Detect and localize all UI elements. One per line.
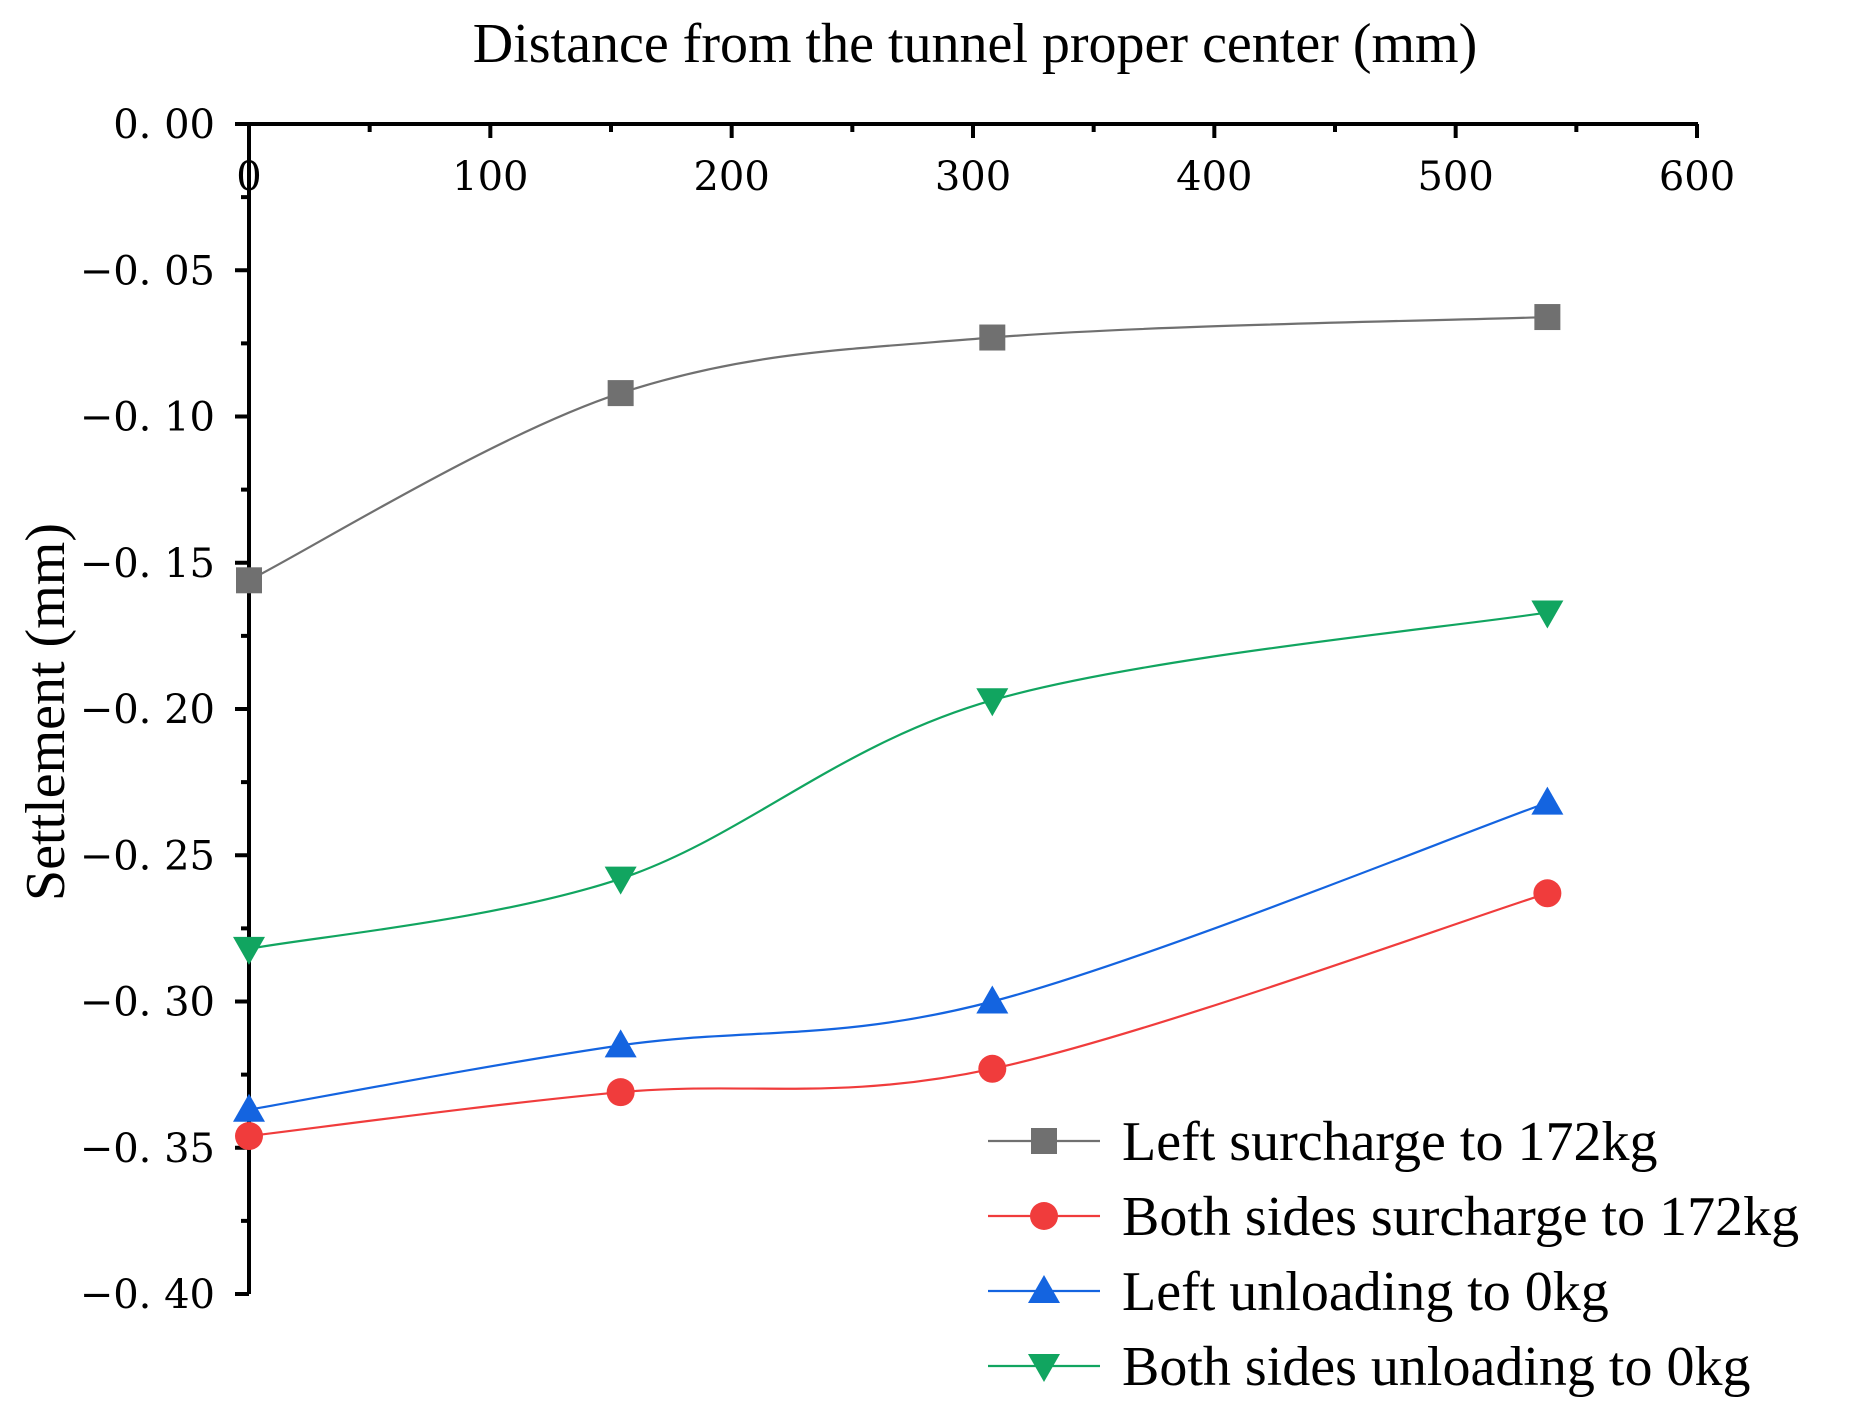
- plot-area: 0 100 200 300 400 500 600 0. 00 −0. 05 −0. 10 −0. …: [80, 102, 1735, 1318]
- y-tick-label: −0. 35: [80, 1126, 215, 1172]
- data-point: [1531, 600, 1564, 629]
- data-point: [976, 985, 1009, 1014]
- legend-label: Left unloading to 0kg: [1122, 1261, 1609, 1323]
- legend-marker: [1028, 1354, 1060, 1382]
- data-point: [1533, 879, 1562, 908]
- x-tick-label: 200: [693, 154, 769, 200]
- legend-marker: [1028, 1275, 1060, 1303]
- legend-marker: [1031, 1128, 1057, 1154]
- y-tick-label: −0. 20: [80, 687, 215, 733]
- data-point: [978, 1054, 1007, 1083]
- data-point: [607, 380, 634, 407]
- y-tick-label: −0. 25: [80, 833, 215, 879]
- series-line-2: [248, 892, 1548, 1138]
- x-tick-label: 100: [452, 154, 528, 200]
- legend-label: Both sides unloading to 0kg: [1122, 1336, 1750, 1398]
- data-point: [1531, 786, 1564, 815]
- data-point: [235, 1122, 263, 1151]
- legend-label: Both sides surcharge to 172kg: [1122, 1186, 1799, 1248]
- data-point: [233, 936, 265, 965]
- y-tick-label: −0. 05: [80, 248, 215, 294]
- data-point: [976, 688, 1009, 717]
- x-tick-label: 0: [236, 154, 261, 200]
- data-point: [604, 866, 637, 895]
- x-tick-label: 400: [1176, 154, 1252, 200]
- data-point: [1534, 304, 1561, 331]
- y-tick-label: −0. 15: [80, 541, 215, 587]
- y-tick-label: −0. 40: [80, 1272, 215, 1318]
- y-tick-label: −0. 10: [80, 395, 215, 441]
- legend-marker: [1030, 1202, 1058, 1230]
- data-point: [236, 567, 262, 594]
- data-point: [604, 1029, 637, 1058]
- x-tick-label: 500: [1417, 154, 1493, 200]
- series-line-4: [248, 611, 1548, 950]
- legend-label: Left surcharge to 172kg: [1122, 1111, 1657, 1173]
- series-line-1: [248, 315, 1548, 582]
- data-point: [606, 1078, 635, 1107]
- y-tick-label: −0. 30: [80, 980, 215, 1026]
- x-axis-title: Distance from the tunnel proper center (…: [473, 13, 1478, 75]
- data-point: [979, 324, 1006, 351]
- legend: Left surcharge to 172kg Both sides surcha…: [988, 1111, 1799, 1398]
- x-tick-label: 600: [1659, 154, 1735, 200]
- x-tick-label: 300: [935, 154, 1011, 200]
- y-tick-label: 0. 00: [113, 102, 215, 148]
- data-point: [233, 1093, 265, 1122]
- y-axis-title: Settlement (mm): [15, 523, 77, 901]
- series-line-3: [248, 801, 1548, 1111]
